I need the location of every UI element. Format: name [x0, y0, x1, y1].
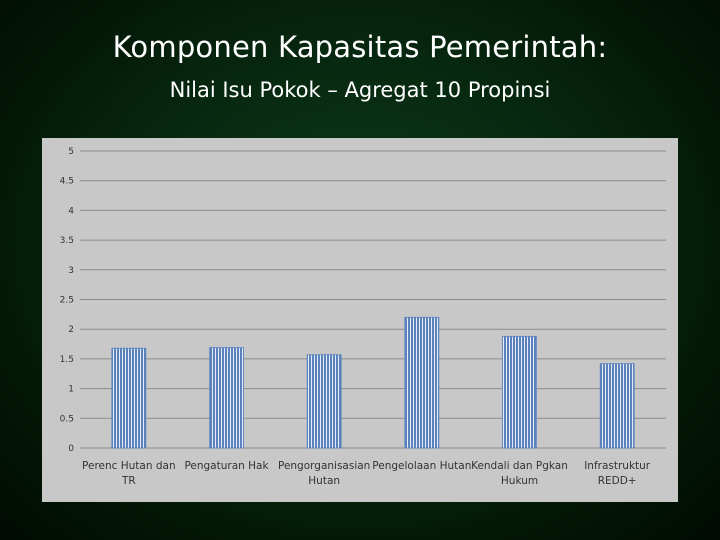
bar	[599, 363, 635, 449]
y-tick-label: 4	[68, 206, 74, 216]
x-category-label: Infrastruktur	[584, 460, 651, 472]
bar-chart: 0 0.5 1 1.5 2 2.5 3 3.5 4 4.5 5 Perenc Hutan dan TR P…	[60, 147, 666, 487]
x-category-label: Hutan	[308, 475, 340, 487]
y-tick-label: 0.5	[60, 414, 74, 424]
y-tick-label: 1	[68, 385, 74, 395]
gridlines	[80, 150, 666, 449]
bars	[111, 316, 635, 449]
y-tick-label: 2	[68, 325, 74, 335]
bar	[502, 335, 537, 449]
y-tick-label: 0	[68, 444, 74, 454]
y-tick-label: 3.5	[60, 236, 74, 246]
bar	[306, 354, 342, 449]
x-category-label: TR	[121, 475, 136, 487]
x-category-label: Hukum	[501, 475, 538, 487]
bar	[209, 347, 244, 449]
y-tick-label: 4.5	[60, 177, 74, 187]
y-tick-label: 1.5	[60, 355, 74, 365]
y-tick-label: 2.5	[60, 296, 74, 306]
x-category-label: REDD+	[598, 475, 637, 487]
axis-labels: 0 0.5 1 1.5 2 2.5 3 3.5 4 4.5 5 Perenc Hutan dan TR P…	[60, 147, 651, 487]
y-tick-label: 5	[68, 147, 74, 157]
chart-panel: 0 0.5 1 1.5 2 2.5 3 3.5 4 4.5 5 Perenc Hutan dan TR P…	[42, 138, 678, 502]
x-category-label: Pengelolaan Hutan	[372, 460, 471, 472]
y-tick-label: 3	[68, 266, 74, 276]
slide-subtitle: Nilai Isu Pokok – Agregat 10 Propinsi	[169, 78, 551, 102]
bar	[111, 347, 147, 449]
slide-title: Komponen Kapasitas Pemerintah:	[112, 30, 608, 64]
x-category-label: Pengaturan Hak	[184, 460, 269, 472]
x-category-label: Pengorganisasian	[278, 460, 370, 472]
x-category-label: Kendali dan Pgkan	[471, 460, 568, 472]
x-category-label: Perenc Hutan dan	[82, 460, 176, 472]
bar	[404, 316, 440, 449]
